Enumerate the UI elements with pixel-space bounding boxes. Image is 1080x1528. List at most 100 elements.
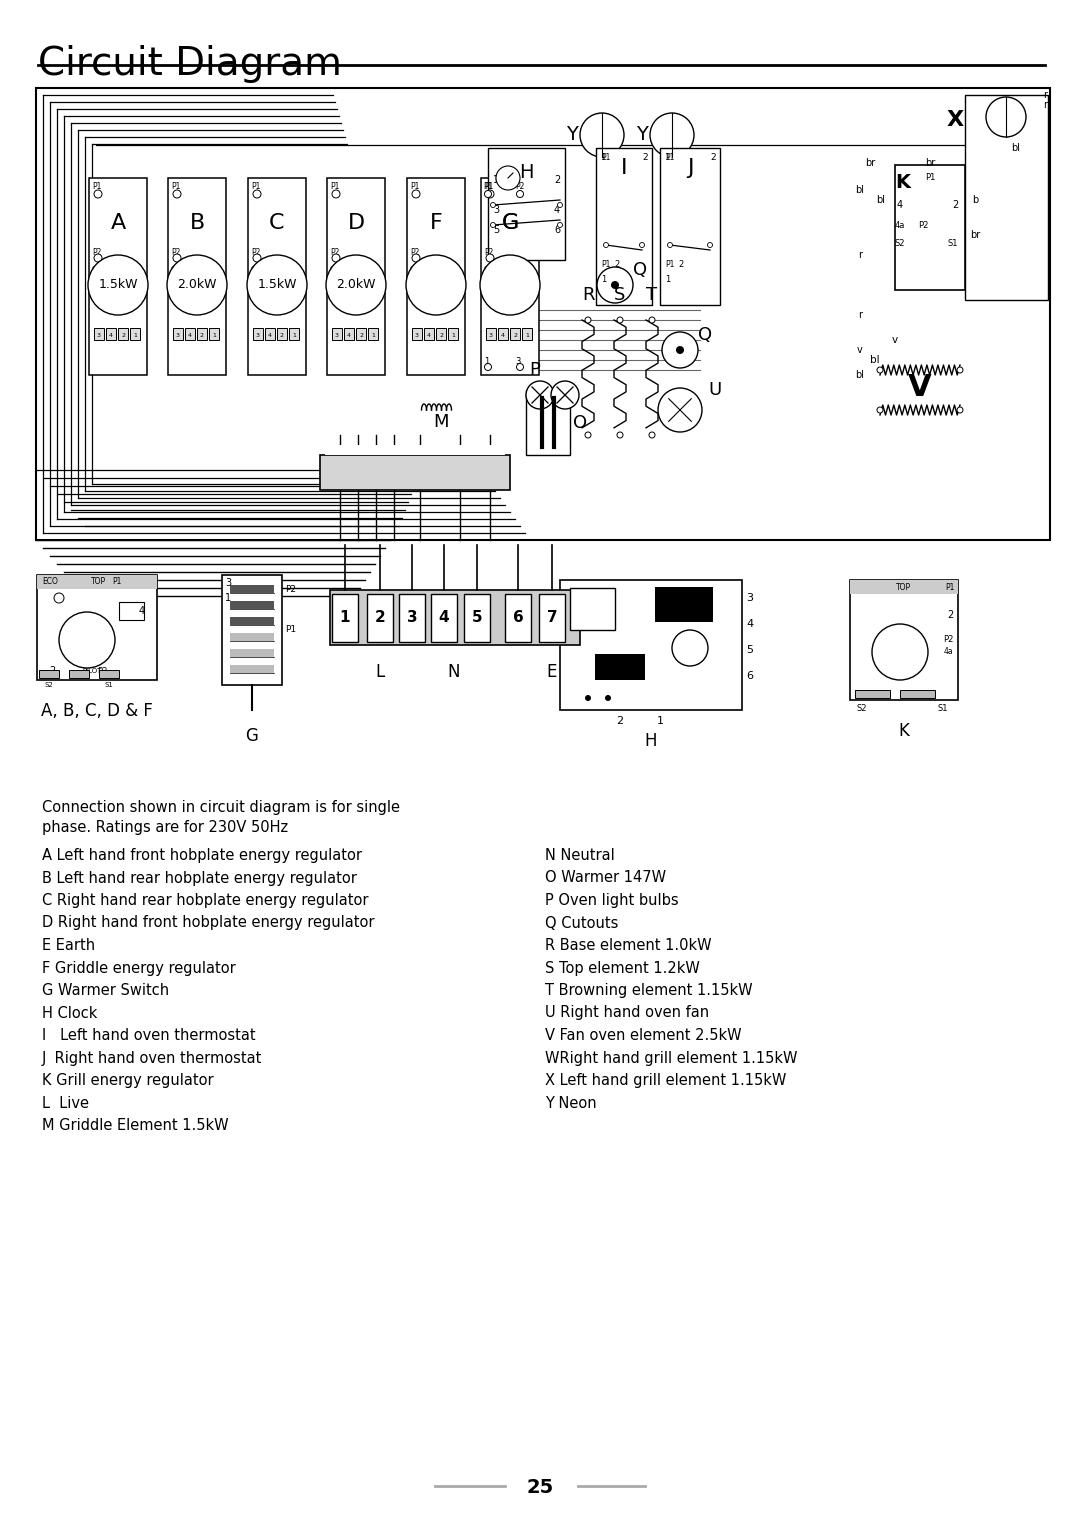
Text: 5: 5: [492, 225, 499, 235]
Text: 1: 1: [292, 333, 296, 338]
Circle shape: [611, 281, 619, 289]
Circle shape: [490, 203, 496, 208]
Text: R: R: [582, 286, 594, 304]
Text: P1: P1: [330, 182, 339, 191]
Text: 3: 3: [492, 205, 499, 215]
Text: P2: P2: [484, 248, 494, 257]
Circle shape: [486, 189, 494, 199]
Text: 1: 1: [600, 275, 606, 284]
Text: G: G: [501, 212, 518, 232]
Circle shape: [605, 695, 611, 701]
Text: N: N: [448, 663, 460, 681]
Text: A, B, C, D & F: A, B, C, D & F: [41, 701, 153, 720]
Text: P: P: [529, 361, 540, 379]
Text: V: V: [908, 373, 932, 402]
Text: WRight hand grill element 1.15kW: WRight hand grill element 1.15kW: [545, 1051, 797, 1065]
Circle shape: [551, 380, 579, 410]
Bar: [526, 390, 570, 455]
Text: 5: 5: [746, 645, 753, 656]
Text: 1: 1: [525, 333, 529, 338]
Circle shape: [326, 255, 386, 315]
Text: M Griddle Element 1.5kW: M Griddle Element 1.5kW: [42, 1118, 229, 1132]
Bar: [539, 594, 565, 642]
Text: D: D: [348, 212, 365, 232]
Text: TOP: TOP: [896, 582, 912, 591]
Text: S1: S1: [937, 704, 948, 714]
Text: 2: 2: [615, 260, 619, 269]
Bar: [248, 177, 306, 374]
Text: G: G: [245, 727, 258, 746]
Text: bl: bl: [876, 196, 885, 205]
Text: 2: 2: [678, 260, 684, 269]
Circle shape: [872, 623, 928, 680]
Text: Q4: Q4: [171, 266, 180, 272]
Text: F Griddle energy regulator: F Griddle energy regulator: [42, 961, 235, 975]
Bar: [39, 669, 59, 678]
Text: 2: 2: [617, 717, 623, 726]
Text: P1: P1: [600, 153, 610, 162]
Text: 3: 3: [352, 266, 357, 275]
Bar: [276, 329, 287, 341]
Circle shape: [557, 223, 563, 228]
Text: P Oven light bulbs: P Oven light bulbs: [545, 892, 678, 908]
Bar: [464, 594, 490, 642]
Text: 3: 3: [225, 578, 231, 588]
Circle shape: [667, 243, 673, 248]
Text: L: L: [376, 663, 384, 681]
Bar: [130, 329, 140, 341]
Bar: [522, 329, 532, 341]
Bar: [230, 601, 274, 610]
Bar: [265, 329, 275, 341]
Circle shape: [957, 406, 963, 413]
Text: 7: 7: [546, 611, 557, 625]
Bar: [900, 691, 935, 698]
Bar: [289, 329, 299, 341]
Bar: [595, 654, 645, 680]
Bar: [327, 177, 384, 374]
Circle shape: [585, 432, 591, 439]
Circle shape: [411, 189, 420, 199]
Circle shape: [173, 189, 181, 199]
Text: 4: 4: [554, 205, 561, 215]
Text: C: C: [269, 212, 285, 232]
Bar: [37, 575, 157, 588]
Bar: [36, 89, 1050, 539]
Bar: [570, 588, 615, 630]
Circle shape: [580, 113, 624, 157]
Bar: [210, 329, 219, 341]
Text: Connection shown in circuit diagram is for single: Connection shown in circuit diagram is f…: [42, 801, 400, 814]
Text: 4: 4: [188, 333, 192, 338]
Text: Q4: Q4: [484, 266, 494, 272]
Text: 2: 2: [49, 666, 55, 675]
Text: 2: 2: [359, 333, 363, 338]
Text: P1: P1: [665, 260, 674, 269]
Circle shape: [253, 189, 261, 199]
Text: ECO: ECO: [42, 578, 58, 587]
Text: 4: 4: [427, 333, 431, 338]
Text: 3: 3: [515, 358, 521, 367]
Circle shape: [707, 243, 713, 248]
Circle shape: [617, 432, 623, 439]
Text: TOP: TOP: [92, 578, 107, 587]
Text: 2.0kW: 2.0kW: [177, 278, 217, 292]
Text: 2: 2: [947, 610, 953, 620]
Text: U Right hand oven fan: U Right hand oven fan: [545, 1005, 710, 1021]
Circle shape: [490, 223, 496, 228]
Text: J  Right hand oven thermostat: J Right hand oven thermostat: [42, 1051, 262, 1065]
Text: S2: S2: [894, 238, 905, 248]
Text: G Warmer Switch: G Warmer Switch: [42, 983, 170, 998]
Text: PILOT: PILOT: [82, 668, 102, 674]
Text: T Browning element 1.15kW: T Browning element 1.15kW: [545, 983, 753, 998]
Text: 3: 3: [273, 266, 279, 275]
Text: bl: bl: [1011, 144, 1020, 153]
Text: 4: 4: [347, 333, 351, 338]
Text: 2: 2: [438, 333, 443, 338]
Text: P1: P1: [92, 182, 102, 191]
Bar: [561, 581, 742, 711]
Text: r: r: [858, 310, 862, 319]
Text: 3: 3: [97, 333, 102, 338]
Text: A Left hand front hobplate energy regulator: A Left hand front hobplate energy regula…: [42, 848, 362, 863]
Text: 1: 1: [484, 358, 489, 367]
Text: 25: 25: [526, 1478, 554, 1497]
Text: K: K: [895, 173, 910, 193]
